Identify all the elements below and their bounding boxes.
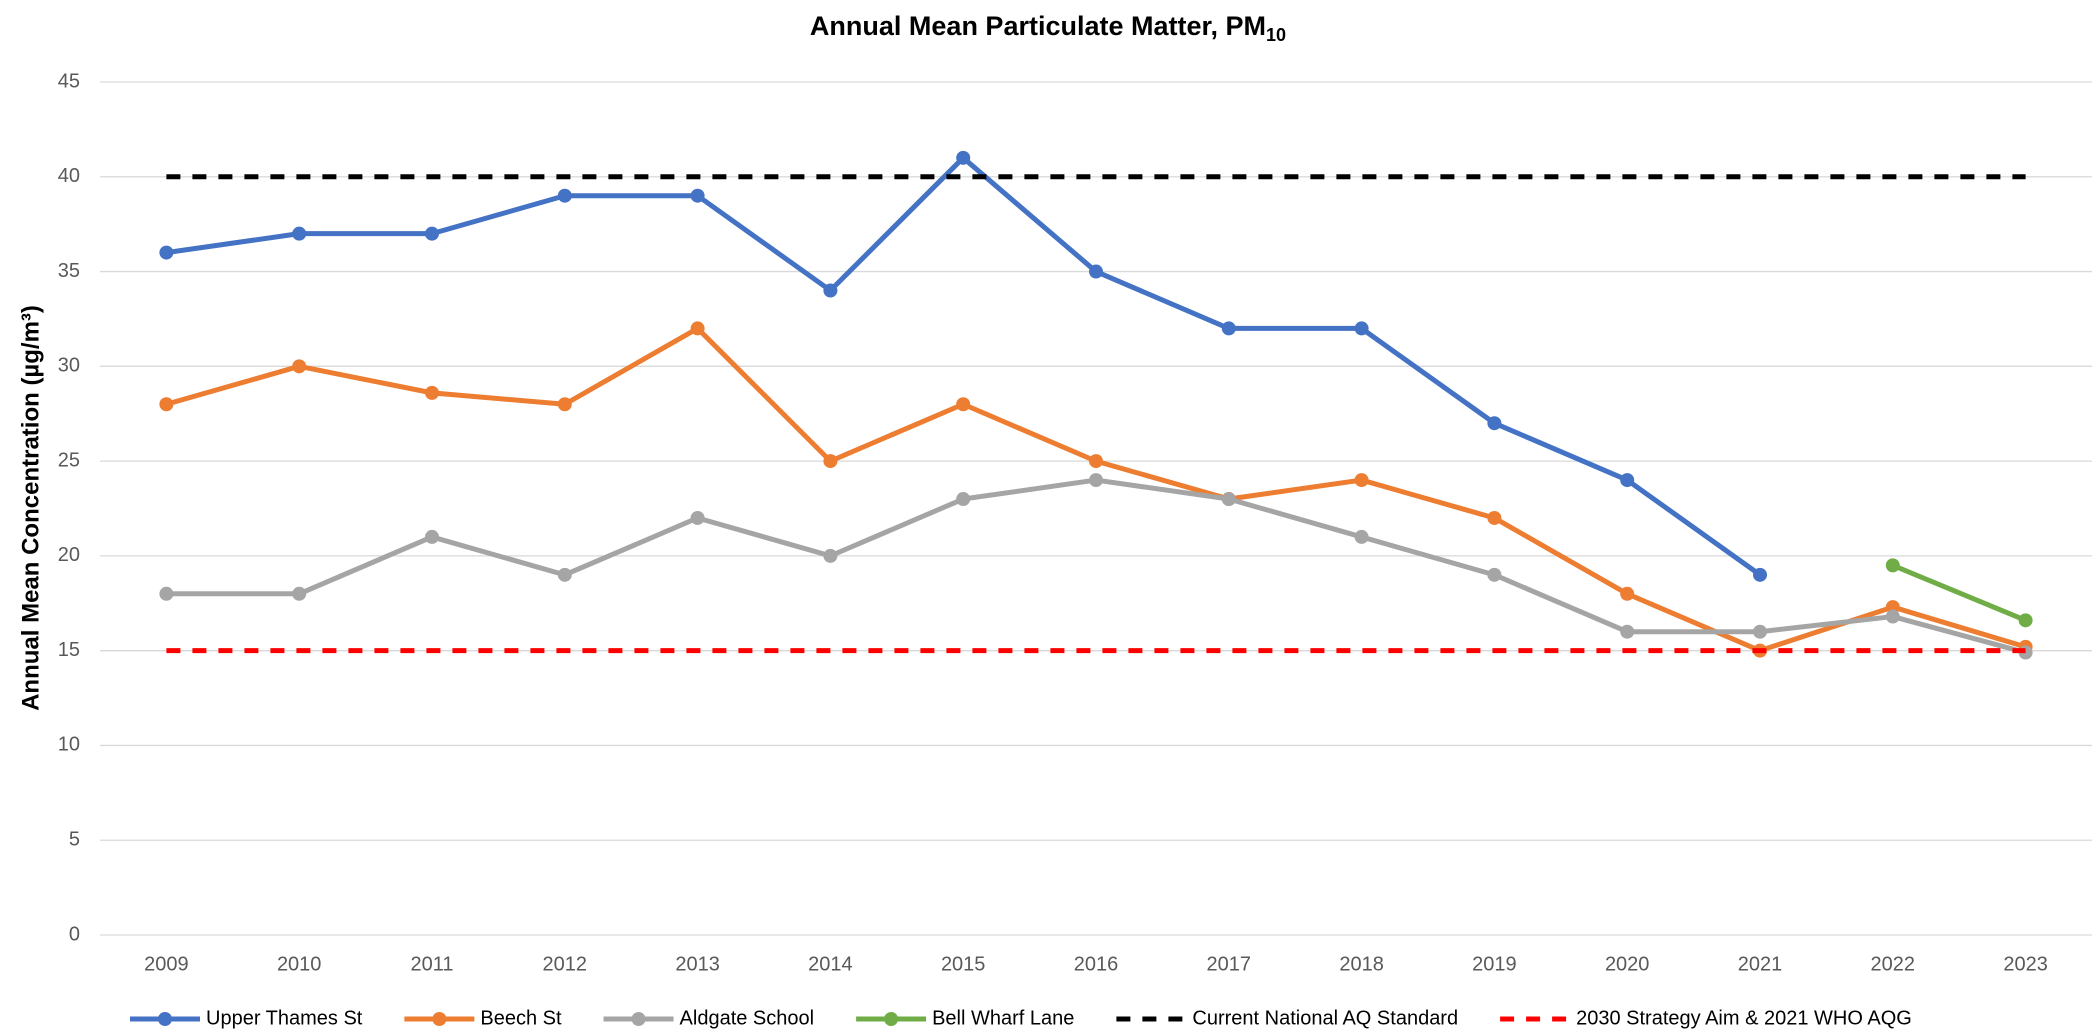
y-tick-label: 10 <box>58 734 80 756</box>
series-marker <box>1753 624 1767 639</box>
x-tick-label: 2012 <box>543 953 588 975</box>
series-marker <box>1354 529 1369 544</box>
series-marker <box>956 492 971 507</box>
x-tick-label: 2022 <box>1871 953 1916 975</box>
series-marker <box>2018 613 2033 628</box>
series-marker <box>1089 473 1103 488</box>
x-tick-label: 2014 <box>808 953 853 975</box>
y-tick-label: 15 <box>58 639 80 661</box>
series-marker <box>1885 558 1900 573</box>
y-tick-label: 45 <box>58 70 80 92</box>
legend-label: Upper Thames St <box>206 1007 363 1029</box>
series-marker <box>1221 492 1236 507</box>
chart-title-subscript: 10 <box>1266 25 1286 45</box>
series-marker <box>425 529 439 544</box>
series-marker <box>425 385 439 400</box>
series-marker <box>159 397 174 412</box>
series-marker <box>956 150 971 165</box>
x-tick-label: 2016 <box>1074 953 1119 975</box>
series-marker <box>1620 473 1635 488</box>
series-marker <box>292 359 307 374</box>
series-marker <box>1354 473 1369 488</box>
legend-label: Beech St <box>480 1007 562 1029</box>
x-tick-label: 2010 <box>277 953 322 975</box>
series-marker <box>690 510 705 525</box>
legend-marker <box>631 1012 646 1026</box>
y-tick-label: 35 <box>58 260 80 282</box>
x-tick-label: 2021 <box>1738 953 1783 975</box>
series-marker <box>557 188 572 203</box>
series-marker <box>823 548 838 563</box>
y-tick-label: 20 <box>58 544 80 566</box>
x-tick-label: 2023 <box>2003 953 2048 975</box>
series-marker <box>1753 567 1767 582</box>
y-tick-label: 40 <box>58 165 80 187</box>
legend-label: Current National AQ Standard <box>1192 1007 1458 1029</box>
y-axis-label: Annual Mean Concentration (µg/m³) <box>17 305 44 711</box>
y-tick-label: 25 <box>58 449 80 471</box>
legend-marker <box>432 1012 447 1026</box>
x-tick-label: 2020 <box>1605 953 1650 975</box>
series-marker <box>1221 321 1236 336</box>
legend-marker <box>884 1012 899 1026</box>
x-tick-label: 2011 <box>410 953 453 975</box>
legend-label: Aldgate School <box>680 1007 815 1029</box>
series-marker <box>823 283 838 298</box>
series-marker <box>1487 416 1502 431</box>
series-marker <box>690 188 705 203</box>
series-marker <box>292 586 307 601</box>
series-marker <box>557 567 572 582</box>
x-tick-label: 2015 <box>941 953 986 975</box>
series-marker <box>1089 454 1103 469</box>
y-tick-label: 0 <box>69 923 80 945</box>
chart-title: Annual Mean Particulate Matter, PM <box>810 11 1266 41</box>
y-tick-label: 5 <box>69 829 80 851</box>
series-marker <box>823 454 838 469</box>
x-tick-label: 2017 <box>1207 953 1252 975</box>
series-marker <box>1620 624 1635 639</box>
series-line <box>1891 563 2027 623</box>
series-marker <box>956 397 971 412</box>
series-marker <box>1089 264 1103 279</box>
x-tick-label: 2013 <box>675 953 720 975</box>
x-tick-label: 2009 <box>144 953 189 975</box>
series-marker <box>1620 586 1635 601</box>
series-marker <box>1487 510 1502 525</box>
series-marker <box>690 321 705 336</box>
series-marker <box>159 586 174 601</box>
series-line <box>165 325 2027 654</box>
chart-title-group: Annual Mean Particulate Matter, PM10 <box>810 11 1286 45</box>
series-marker <box>1354 321 1369 336</box>
x-tick-label: 2018 <box>1339 953 1384 975</box>
x-tick-label: 2019 <box>1472 953 1517 975</box>
legend-label: 2030 Strategy Aim & 2021 WHO AQG <box>1576 1007 1912 1029</box>
legend-label: Bell Wharf Lane <box>932 1007 1074 1029</box>
series-marker <box>1885 609 1900 624</box>
series-marker <box>425 226 439 241</box>
y-tick-label: 30 <box>58 355 80 377</box>
series-marker <box>557 397 572 412</box>
series-marker <box>159 245 174 260</box>
legend-marker <box>158 1012 172 1026</box>
series-marker <box>292 226 307 241</box>
series-marker <box>1487 567 1502 582</box>
